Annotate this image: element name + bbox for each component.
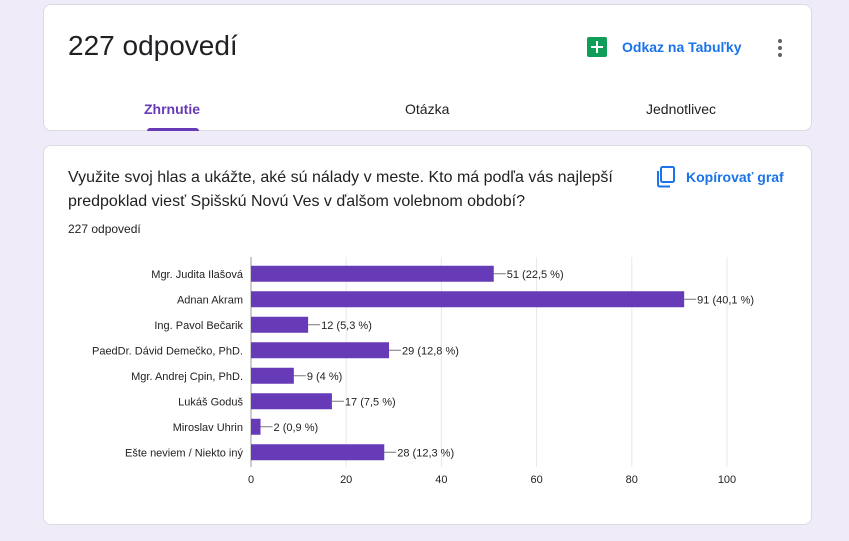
- bar: [251, 316, 309, 333]
- x-tick-label: 100: [718, 474, 736, 486]
- data-label: 91 (40,1 %): [697, 294, 754, 306]
- tab-individual[interactable]: Jednotlivec: [646, 101, 717, 117]
- tab-summary[interactable]: Zhrnutie: [144, 101, 200, 117]
- category-label: Mgr. Andrej Cpin, PhD.: [131, 371, 243, 383]
- more-options-icon[interactable]: [768, 36, 792, 60]
- x-tick-label: 0: [248, 474, 254, 486]
- link-to-sheets-button[interactable]: Odkaz na Tabuľky: [587, 35, 742, 59]
- question-title: Využite svoj hlas a ukážte, aké sú nálad…: [68, 169, 613, 210]
- results-bar-chart: 0 20 40 60 80 100 Mgr. Judita Ilašová 51 (22,5 …: [92, 257, 754, 486]
- category-label: Adnan Akram: [177, 294, 243, 306]
- category-label: Miroslav Uhrin: [173, 422, 243, 434]
- data-label: 51 (22,5 %): [507, 269, 564, 281]
- summary-header-card: 227 odpovedí Odkaz na Tabuľky Zhrnutie O…: [43, 4, 812, 131]
- data-label: 29 (12,8 %): [402, 345, 459, 357]
- data-label: 12 (5,3 %): [321, 320, 372, 332]
- link-to-sheets-label: Odkaz na Tabuľky: [622, 39, 742, 55]
- active-tab-indicator: [147, 128, 199, 131]
- category-label: Mgr. Judita Ilašová: [151, 269, 244, 281]
- copy-icon: [657, 166, 675, 188]
- response-tabs: Zhrnutie Otázka Jednotlivec: [44, 89, 811, 131]
- category-label: Ing. Pavol Bečarik: [154, 320, 243, 332]
- data-label: 17 (7,5 %): [345, 396, 396, 408]
- category-label: PaedDr. Dávid Demečko, PhD.: [92, 345, 243, 357]
- bar: [251, 393, 332, 410]
- bar: [251, 444, 385, 461]
- copy-chart-button[interactable]: Kopírovať graf: [656, 166, 784, 188]
- sheets-icon: [587, 37, 607, 57]
- bar: [251, 291, 685, 308]
- bar: [251, 367, 294, 384]
- x-tick-label: 20: [340, 474, 352, 486]
- question-summary-card: Využite svoj hlas a ukážte, aké sú nálad…: [43, 145, 812, 525]
- bar: [251, 265, 494, 282]
- response-count: 227 odpovedí: [68, 222, 141, 236]
- copy-chart-label: Kopírovať graf: [686, 169, 784, 185]
- category-label: Ešte neviem / Niekto iný: [125, 447, 243, 459]
- x-tick-label: 60: [530, 474, 542, 486]
- bar: [251, 342, 390, 359]
- x-tick-label: 80: [626, 474, 638, 486]
- data-label: 2 (0,9 %): [274, 422, 319, 434]
- data-label: 9 (4 %): [307, 371, 342, 383]
- tab-question[interactable]: Otázka: [405, 101, 450, 117]
- data-label: 28 (12,3 %): [397, 447, 454, 459]
- x-tick-label: 40: [435, 474, 447, 486]
- bar: [251, 418, 261, 435]
- category-label: Lukáš Goduš: [178, 396, 243, 408]
- page-title: 227 odpovedí: [68, 30, 238, 61]
